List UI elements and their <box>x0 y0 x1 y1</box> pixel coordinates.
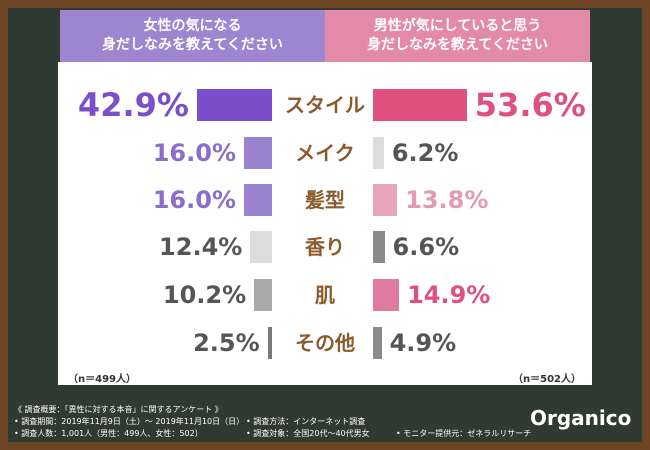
sample-size: （n＝502人） <box>513 374 581 385</box>
value-label: 16.0% <box>152 186 236 214</box>
bar <box>373 89 467 121</box>
bar <box>267 327 272 359</box>
value-label: 4.9% <box>389 329 457 357</box>
sample-size: （n＝499人） <box>68 374 136 385</box>
value-label: 6.2% <box>391 139 459 167</box>
note: • 調査方法：インターネット調査 <box>246 417 366 426</box>
panel <box>58 62 592 385</box>
value-label: 10.2% <box>162 281 247 309</box>
series-header: 男性が気にしていると思う 身だしなみを教えてください <box>325 10 590 62</box>
note: • モニター提供元：ゼネラルリサーチ <box>396 429 532 438</box>
value-label: 14.9% <box>407 281 491 309</box>
note: • 調査人数：1,001人（男性：499人、女性：502） <box>14 429 203 438</box>
value-label: 42.9% <box>77 86 189 124</box>
category-label: その他 <box>295 331 355 355</box>
bar <box>244 137 272 169</box>
category-label: メイク <box>295 141 355 165</box>
value-label: 16.0% <box>152 139 236 167</box>
logo: Organico <box>530 406 632 430</box>
series-header: 女性の気になる 身だしなみを教えてください <box>60 10 325 62</box>
bar <box>196 89 272 121</box>
bar <box>373 327 382 359</box>
bar <box>244 184 272 216</box>
value-label: 2.5% <box>193 329 260 357</box>
category-label: 香り <box>305 235 345 259</box>
category-label: スタイル <box>285 93 365 117</box>
bar <box>373 279 400 311</box>
note: 《 調査概要：「異性に対する本音」に関するアンケート 》 <box>14 405 223 414</box>
note: • 調査期間：2019年11月9日（土）～ 2019年11月10日（日） <box>14 417 245 426</box>
category-label: 髪型 <box>305 188 345 212</box>
category-label: 肌 <box>315 283 335 307</box>
value-label: 6.6% <box>392 233 460 261</box>
value-label: 13.8% <box>405 186 489 214</box>
bar <box>373 231 385 263</box>
value-label: 12.4% <box>159 233 243 261</box>
bar <box>373 137 384 169</box>
bar <box>373 184 398 216</box>
note: • 調査対象：全国20代～40代男女 <box>246 429 370 438</box>
value-label: 53.6% <box>474 86 586 124</box>
bar <box>250 231 272 263</box>
bar <box>254 279 272 311</box>
